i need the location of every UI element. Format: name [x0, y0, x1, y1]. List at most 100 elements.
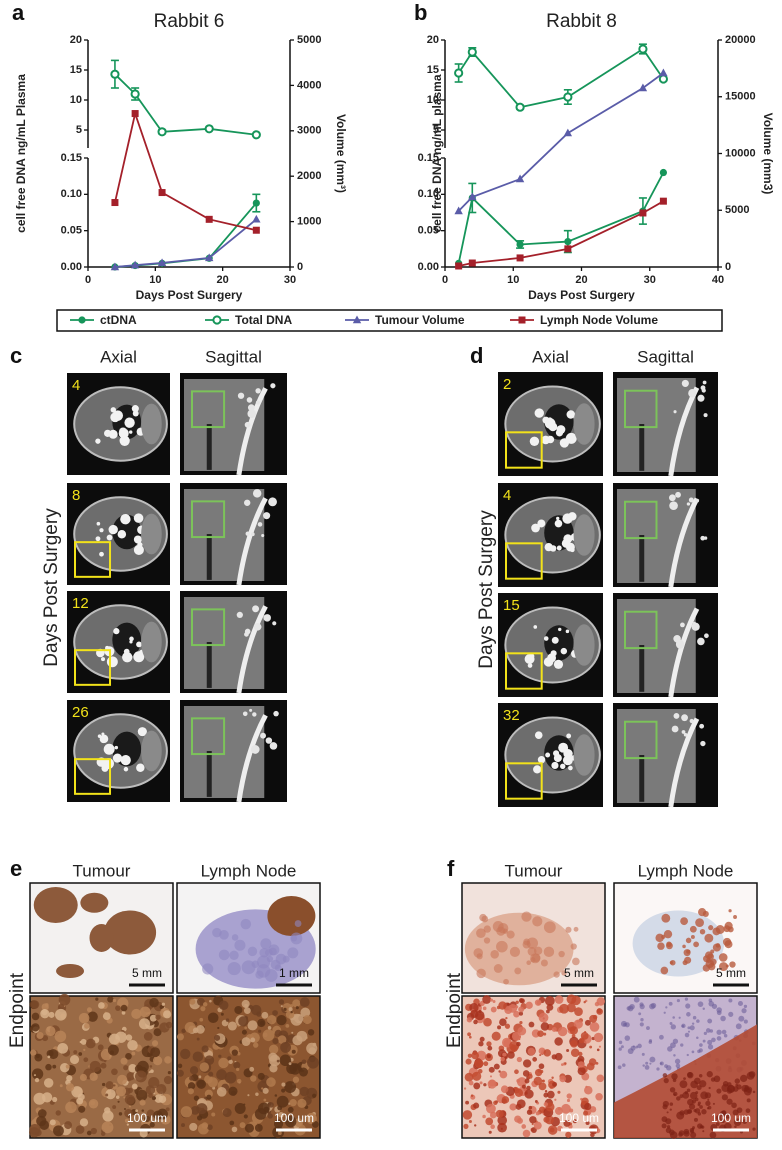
- texture: [534, 1069, 543, 1077]
- texture: [113, 1084, 116, 1087]
- y-axis-label: cell free DNA ng/mL Plasma: [14, 74, 28, 233]
- texture: [105, 1081, 114, 1090]
- texture: [543, 1049, 551, 1057]
- texture: [465, 1100, 470, 1105]
- texture: [241, 1029, 247, 1035]
- ct-bone: [268, 497, 277, 507]
- texture: [741, 1008, 747, 1014]
- texture: [577, 1067, 586, 1076]
- texture: [669, 961, 673, 965]
- texture: [98, 1002, 105, 1009]
- texture: [716, 1036, 722, 1041]
- texture: [685, 937, 692, 944]
- texture: [731, 1102, 737, 1109]
- texture: [561, 970, 567, 976]
- texture: [471, 1051, 479, 1060]
- ct-bone: [137, 542, 143, 548]
- ct-bone: [537, 519, 546, 528]
- scale-label: 1 mm: [279, 966, 309, 980]
- tissue: [80, 892, 109, 913]
- texture: [573, 1019, 583, 1029]
- texture: [125, 1034, 133, 1041]
- texture: [197, 997, 205, 1006]
- texture: [266, 1077, 276, 1087]
- texture: [297, 1098, 307, 1108]
- row-label: Endpoint: [444, 972, 465, 1048]
- texture: [720, 1118, 726, 1124]
- ct-bone: [558, 627, 562, 632]
- texture: [687, 1030, 691, 1033]
- ct-bone: [556, 516, 560, 521]
- texture: [551, 1054, 557, 1060]
- ct-bone: [103, 743, 115, 755]
- texture: [478, 1041, 484, 1047]
- texture: [675, 1063, 681, 1069]
- ct-bone: [551, 636, 559, 644]
- y2-tick-label: 0: [297, 261, 303, 273]
- texture: [493, 1063, 500, 1070]
- texture: [722, 1081, 729, 1087]
- texture: [728, 998, 733, 1003]
- texture: [622, 1063, 626, 1067]
- texture: [660, 966, 669, 975]
- texture: [238, 1016, 249, 1027]
- texture: [44, 1003, 49, 1007]
- ct-bone: [537, 756, 546, 764]
- texture: [709, 1131, 717, 1139]
- texture: [697, 1001, 704, 1008]
- texture: [596, 1074, 605, 1083]
- texture: [149, 1065, 153, 1068]
- texture: [672, 1038, 679, 1044]
- legend-marker: [518, 316, 526, 324]
- texture: [516, 1041, 521, 1047]
- texture: [118, 1112, 123, 1116]
- texture: [281, 1088, 286, 1093]
- texture: [691, 1050, 695, 1054]
- tissue: [104, 910, 157, 955]
- texture: [289, 1099, 297, 1107]
- texture: [521, 911, 532, 922]
- point: [252, 226, 260, 234]
- texture: [49, 1119, 56, 1126]
- texture: [702, 1130, 705, 1133]
- texture: [497, 1025, 502, 1030]
- texture: [559, 1075, 567, 1083]
- texture: [229, 950, 239, 960]
- texture: [727, 1082, 732, 1087]
- ct-bone: [95, 536, 101, 542]
- texture: [649, 1056, 656, 1063]
- texture: [109, 1050, 114, 1055]
- texture: [465, 1058, 472, 1065]
- texture: [148, 1077, 160, 1089]
- texture: [123, 1065, 129, 1071]
- ct-bone: [249, 708, 253, 712]
- texture: [256, 964, 271, 978]
- texture: [76, 1097, 84, 1105]
- texture: [224, 1071, 237, 1084]
- texture: [154, 1094, 163, 1103]
- texture: [254, 1123, 263, 1132]
- texture: [540, 959, 548, 967]
- texture: [497, 1122, 507, 1133]
- texture: [79, 1073, 87, 1082]
- ct-bone: [560, 763, 566, 769]
- texture: [686, 1012, 691, 1017]
- texture: [513, 1087, 520, 1094]
- ct-bone: [553, 754, 562, 763]
- texture: [79, 1040, 82, 1044]
- ct-bone: [129, 636, 134, 642]
- texture: [697, 1101, 701, 1105]
- texture: [589, 1106, 597, 1113]
- texture: [474, 1124, 477, 1127]
- ct-bone: [701, 388, 706, 393]
- texture: [483, 937, 491, 944]
- texture: [706, 1071, 713, 1078]
- texture: [187, 1088, 194, 1095]
- texture: [699, 1080, 707, 1088]
- ct-bone: [106, 656, 118, 668]
- texture: [467, 1032, 471, 1037]
- y2-tick-label: 5000: [725, 204, 749, 216]
- point: [515, 102, 525, 112]
- texture: [37, 1109, 47, 1118]
- point: [515, 174, 525, 183]
